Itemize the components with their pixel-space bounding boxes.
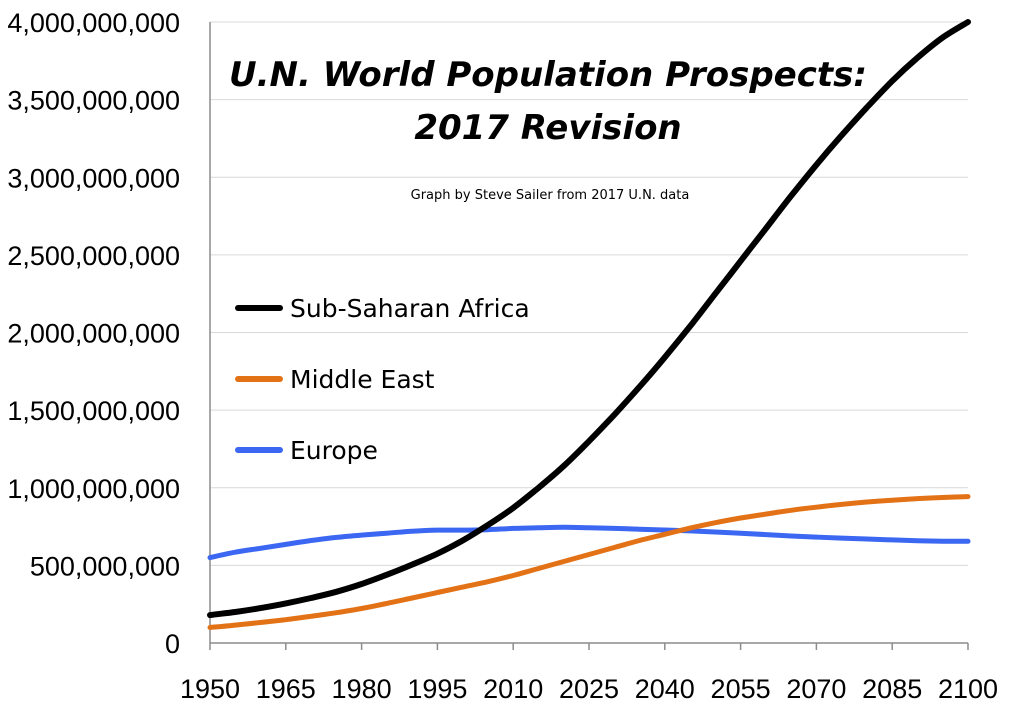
x-tick-label: 2025 xyxy=(559,674,619,704)
y-tick-label: 1,000,000,000 xyxy=(7,474,180,504)
x-tick-label: 2070 xyxy=(786,674,846,704)
x-tick-label: 1995 xyxy=(407,674,467,704)
axes xyxy=(209,22,969,650)
x-tick-label: 1950 xyxy=(180,674,240,704)
y-tick-label: 2,500,000,000 xyxy=(7,241,180,271)
legend-label-sub-saharan-africa: Sub-Saharan Africa xyxy=(290,294,530,323)
x-tick-label: 2010 xyxy=(483,674,543,704)
x-tick-label: 1980 xyxy=(332,674,392,704)
x-tick-label: 2085 xyxy=(862,674,922,704)
x-tick-labels: 1950 1965 1980 1995 2010 2025 2040 2055 2070 2085… xyxy=(180,674,998,704)
y-tick-label: 3,500,000,000 xyxy=(7,86,180,116)
x-tick-label: 2055 xyxy=(711,674,771,704)
x-tick-label: 2040 xyxy=(635,674,695,704)
series-line-europe xyxy=(207,524,971,561)
y-tick-label: 0 xyxy=(165,629,180,659)
x-tick-label: 2100 xyxy=(938,674,998,704)
y-tick-label: 3,000,000,000 xyxy=(7,163,180,193)
x-tick-label: 1965 xyxy=(256,674,316,704)
series-lines xyxy=(207,19,971,630)
y-tick-label: 2,000,000,000 xyxy=(7,319,180,349)
y-tick-label: 500,000,000 xyxy=(30,551,180,581)
legend-label-middle-east: Middle East xyxy=(290,365,435,394)
chart-subtitle: Graph by Steve Sailer from 2017 U.N. dat… xyxy=(411,188,690,203)
y-tick-label: 1,500,000,000 xyxy=(7,396,180,426)
y-tick-labels: 0 500,000,000 1,000,000,000 1,500,000,000 2,… xyxy=(7,8,180,659)
chart-title-line2: 2017 Revision xyxy=(414,108,681,148)
legend-label-europe: Europe xyxy=(290,436,378,465)
y-tick-label: 4,000,000,000 xyxy=(7,8,180,38)
chart-title-line1: U.N. World Population Prospects: xyxy=(229,55,867,95)
series-line-middle-east xyxy=(207,494,971,630)
legend: Sub-Saharan Africa Middle East Europe xyxy=(235,294,530,465)
grid-lines xyxy=(210,21,968,566)
series-line-sub-saharan-africa xyxy=(207,19,971,619)
